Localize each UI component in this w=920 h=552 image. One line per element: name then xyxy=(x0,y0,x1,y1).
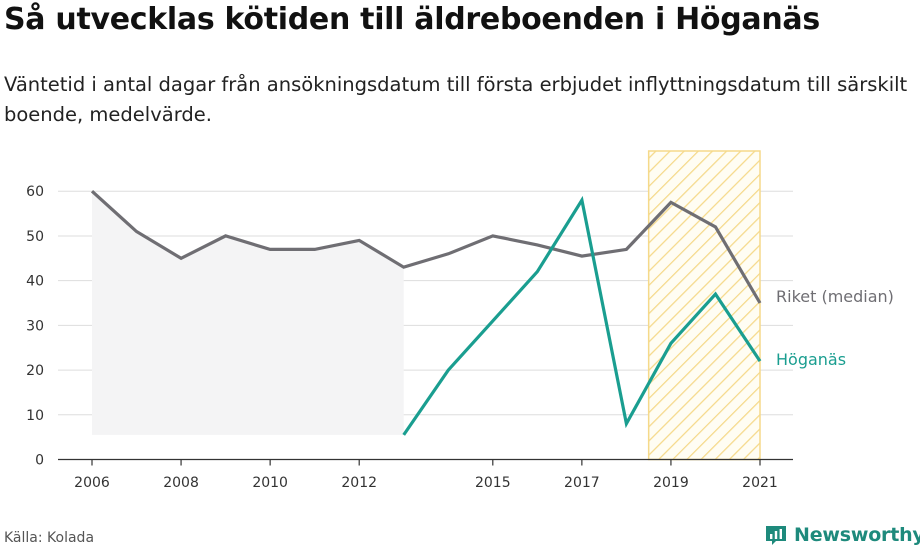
chart-subtitle: Väntetid i antal dagar från ansökningsda… xyxy=(4,73,908,126)
y-tick-label: 40 xyxy=(26,274,44,290)
y-tick-label: 30 xyxy=(26,318,44,334)
x-tick-label: 2008 xyxy=(163,475,199,491)
y-tick-label: 50 xyxy=(26,229,44,245)
series-lines xyxy=(90,190,762,436)
brand-name: Newsworthy xyxy=(794,524,920,546)
newsworthy-logo-icon xyxy=(766,526,786,545)
y-tick-label: 60 xyxy=(26,184,44,200)
page-title: Så utvecklas kötiden till äldreboenden i… xyxy=(4,2,820,37)
riket-shaded-area xyxy=(92,191,404,435)
x-tick-label: 2006 xyxy=(74,475,110,491)
x-tick-label: 2019 xyxy=(653,475,689,491)
x-tick-label: 2017 xyxy=(564,475,600,491)
y-tick-label: 10 xyxy=(26,408,44,424)
x-tick-label: 2015 xyxy=(475,475,511,491)
y-tick-label: 20 xyxy=(26,363,44,379)
riket-area xyxy=(92,191,404,435)
riket-line xyxy=(90,190,762,304)
brand-logo-group: Newsworthy xyxy=(764,520,920,550)
hoganas-line xyxy=(402,195,762,436)
x-axis-labels: 2006 2008 2010 2012 2015 2017 2019 2021 xyxy=(74,475,778,491)
x-axis xyxy=(58,458,793,466)
x-tick-label: 2010 xyxy=(252,475,288,491)
x-tick-label: 2012 xyxy=(341,475,377,491)
series-label-riket: Riket (median) xyxy=(776,287,894,306)
y-axis-labels: 0 10 20 30 40 50 60 xyxy=(26,184,44,468)
series-label-hoganas: Höganäs xyxy=(776,350,846,369)
x-tick-label: 2021 xyxy=(742,475,778,491)
y-tick-label: 0 xyxy=(35,453,44,469)
source-note: Källa: Kolada xyxy=(4,530,95,546)
series-labels: Riket (median) Höganäs xyxy=(776,287,894,369)
